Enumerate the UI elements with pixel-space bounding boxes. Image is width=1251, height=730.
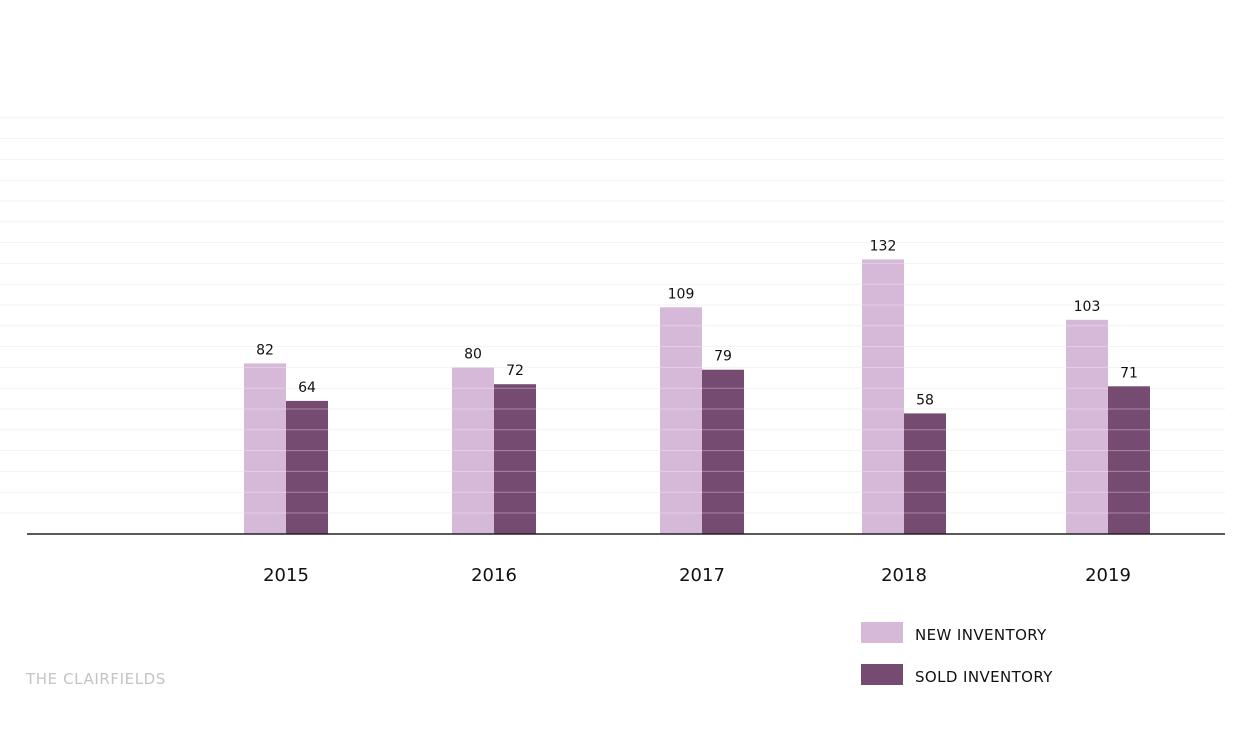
data-label-new-inventory-2019: 103 bbox=[1074, 299, 1101, 315]
x-tick-2018: 2018 bbox=[881, 565, 927, 586]
bar-sold-inventory-2019 bbox=[1108, 386, 1150, 534]
gridlines bbox=[0, 117, 1225, 514]
bar-sold-inventory-2017 bbox=[702, 369, 744, 534]
bars bbox=[244, 259, 1150, 534]
legend-swatch-new-inventory bbox=[861, 622, 903, 643]
x-tick-2017: 2017 bbox=[679, 565, 725, 586]
legend-item-new-inventory: NEW INVENTORY bbox=[861, 622, 1121, 644]
data-label-new-inventory-2018: 132 bbox=[870, 238, 897, 254]
x-tick-2019: 2019 bbox=[1085, 565, 1131, 586]
bar-new-inventory-2015 bbox=[244, 363, 286, 534]
bar-sold-inventory-2016 bbox=[494, 384, 536, 534]
data-label-new-inventory-2015: 82 bbox=[256, 342, 274, 358]
data-label-sold-inventory-2016: 72 bbox=[506, 363, 524, 379]
data-label-new-inventory-2016: 80 bbox=[464, 347, 482, 363]
data-label-sold-inventory-2017: 79 bbox=[714, 349, 732, 365]
x-axis-ticks: 2015 2016 2017 2018 2019 bbox=[263, 565, 1131, 586]
legend-swatch-sold-inventory bbox=[861, 664, 903, 685]
x-tick-2016: 2016 bbox=[471, 565, 517, 586]
data-label-sold-inventory-2015: 64 bbox=[298, 380, 316, 396]
data-label-sold-inventory-2019: 71 bbox=[1120, 365, 1138, 381]
bar-new-inventory-2018 bbox=[862, 259, 904, 534]
data-label-sold-inventory-2018: 58 bbox=[916, 392, 934, 408]
legend-label-sold-inventory: SOLD INVENTORY bbox=[915, 668, 1053, 686]
x-tick-2015: 2015 bbox=[263, 565, 309, 586]
bar-new-inventory-2019 bbox=[1066, 319, 1108, 534]
bar-new-inventory-2016 bbox=[452, 367, 494, 534]
legend-item-sold-inventory: SOLD INVENTORY bbox=[861, 664, 1121, 686]
footer-brand: THE CLAIRFIELDS bbox=[26, 670, 166, 688]
bar-sold-inventory-2015 bbox=[286, 400, 328, 534]
bar-new-inventory-2017 bbox=[660, 307, 702, 534]
legend-label-new-inventory: NEW INVENTORY bbox=[915, 626, 1047, 644]
data-label-new-inventory-2017: 109 bbox=[668, 286, 695, 302]
data-labels: 82 80 109 132 103 64 72 79 58 71 bbox=[256, 238, 1138, 408]
bar-sold-inventory-2018 bbox=[904, 413, 946, 534]
